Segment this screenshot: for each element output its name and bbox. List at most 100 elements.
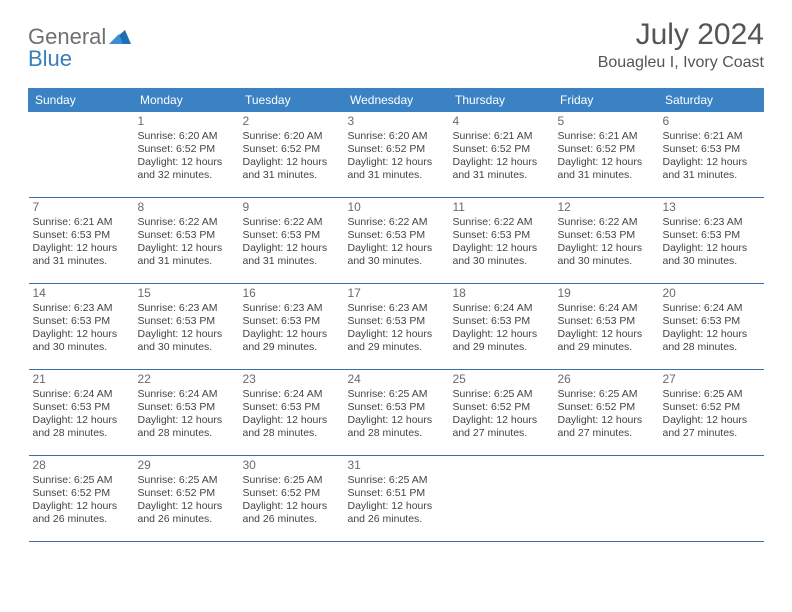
- day-number: 31: [348, 458, 445, 473]
- sunset-text: Sunset: 6:53 PM: [558, 315, 655, 328]
- empty-day-cell: [554, 456, 659, 542]
- day-cell: 2Sunrise: 6:20 AMSunset: 6:52 PMDaylight…: [239, 112, 344, 198]
- sunset-text: Sunset: 6:53 PM: [138, 229, 235, 242]
- empty-day-cell: [449, 456, 554, 542]
- sunrise-text: Sunrise: 6:23 AM: [348, 302, 445, 315]
- sunrise-text: Sunrise: 6:23 AM: [243, 302, 340, 315]
- sunrise-text: Sunrise: 6:22 AM: [348, 216, 445, 229]
- sunrise-text: Sunrise: 6:22 AM: [453, 216, 550, 229]
- day-cell: 5Sunrise: 6:21 AMSunset: 6:52 PMDaylight…: [554, 112, 659, 198]
- daylight-text: and 29 minutes.: [348, 341, 445, 354]
- daylight-text: and 31 minutes.: [243, 255, 340, 268]
- day-number: 2: [243, 114, 340, 129]
- daylight-text: and 29 minutes.: [243, 341, 340, 354]
- daylight-text: Daylight: 12 hours: [348, 156, 445, 169]
- day-number: 15: [138, 286, 235, 301]
- sunrise-text: Sunrise: 6:24 AM: [138, 388, 235, 401]
- sunset-text: Sunset: 6:53 PM: [243, 401, 340, 414]
- sunset-text: Sunset: 6:53 PM: [348, 315, 445, 328]
- daylight-text: Daylight: 12 hours: [243, 328, 340, 341]
- calendar-week-row: 1Sunrise: 6:20 AMSunset: 6:52 PMDaylight…: [29, 112, 764, 198]
- sunset-text: Sunset: 6:52 PM: [348, 143, 445, 156]
- calendar-table: Sunday Monday Tuesday Wednesday Thursday…: [28, 88, 764, 542]
- sunset-text: Sunset: 6:52 PM: [558, 401, 655, 414]
- calendar-body: 1Sunrise: 6:20 AMSunset: 6:52 PMDaylight…: [29, 112, 764, 542]
- daylight-text: and 27 minutes.: [558, 427, 655, 440]
- sunset-text: Sunset: 6:52 PM: [138, 487, 235, 500]
- daylight-text: and 29 minutes.: [453, 341, 550, 354]
- sunrise-text: Sunrise: 6:24 AM: [453, 302, 550, 315]
- daylight-text: Daylight: 12 hours: [348, 500, 445, 513]
- day-cell: 20Sunrise: 6:24 AMSunset: 6:53 PMDayligh…: [659, 284, 764, 370]
- day-cell: 1Sunrise: 6:20 AMSunset: 6:52 PMDaylight…: [134, 112, 239, 198]
- day-number: 11: [453, 200, 550, 215]
- sunrise-text: Sunrise: 6:25 AM: [243, 474, 340, 487]
- daylight-text: and 26 minutes.: [138, 513, 235, 526]
- day-number: 27: [663, 372, 760, 387]
- sunrise-text: Sunrise: 6:20 AM: [138, 130, 235, 143]
- sunrise-text: Sunrise: 6:23 AM: [138, 302, 235, 315]
- daylight-text: Daylight: 12 hours: [33, 500, 130, 513]
- day-cell: 13Sunrise: 6:23 AMSunset: 6:53 PMDayligh…: [659, 198, 764, 284]
- daylight-text: and 32 minutes.: [138, 169, 235, 182]
- day-number: 5: [558, 114, 655, 129]
- sunset-text: Sunset: 6:53 PM: [663, 315, 760, 328]
- daylight-text: Daylight: 12 hours: [453, 328, 550, 341]
- daylight-text: Daylight: 12 hours: [663, 156, 760, 169]
- page-header: GeneralBlue July 2024 Bouagleu I, Ivory …: [28, 18, 764, 76]
- sunrise-text: Sunrise: 6:24 AM: [243, 388, 340, 401]
- daylight-text: and 29 minutes.: [558, 341, 655, 354]
- day-number: 12: [558, 200, 655, 215]
- sunset-text: Sunset: 6:53 PM: [453, 229, 550, 242]
- sunrise-text: Sunrise: 6:25 AM: [453, 388, 550, 401]
- day-cell: 6Sunrise: 6:21 AMSunset: 6:53 PMDaylight…: [659, 112, 764, 198]
- sunset-text: Sunset: 6:51 PM: [348, 487, 445, 500]
- day-cell: 14Sunrise: 6:23 AMSunset: 6:53 PMDayligh…: [29, 284, 134, 370]
- day-cell: 26Sunrise: 6:25 AMSunset: 6:52 PMDayligh…: [554, 370, 659, 456]
- day-number: 7: [33, 200, 130, 215]
- sunrise-text: Sunrise: 6:24 AM: [663, 302, 760, 315]
- sunrise-text: Sunrise: 6:25 AM: [348, 388, 445, 401]
- day-number: 29: [138, 458, 235, 473]
- sunrise-text: Sunrise: 6:20 AM: [243, 130, 340, 143]
- daylight-text: Daylight: 12 hours: [453, 414, 550, 427]
- daylight-text: and 31 minutes.: [138, 255, 235, 268]
- day-cell: 8Sunrise: 6:22 AMSunset: 6:53 PMDaylight…: [134, 198, 239, 284]
- daylight-text: and 26 minutes.: [33, 513, 130, 526]
- title-block: July 2024 Bouagleu I, Ivory Coast: [598, 18, 764, 72]
- sunrise-text: Sunrise: 6:21 AM: [33, 216, 130, 229]
- daylight-text: and 26 minutes.: [243, 513, 340, 526]
- daylight-text: and 31 minutes.: [453, 169, 550, 182]
- sunset-text: Sunset: 6:53 PM: [33, 401, 130, 414]
- sunrise-text: Sunrise: 6:25 AM: [138, 474, 235, 487]
- sunrise-text: Sunrise: 6:25 AM: [663, 388, 760, 401]
- daylight-text: Daylight: 12 hours: [138, 414, 235, 427]
- day-number: 25: [453, 372, 550, 387]
- sunrise-text: Sunrise: 6:25 AM: [33, 474, 130, 487]
- day-number: 28: [33, 458, 130, 473]
- day-number: 16: [243, 286, 340, 301]
- day-number: 30: [243, 458, 340, 473]
- daylight-text: and 31 minutes.: [33, 255, 130, 268]
- sunrise-text: Sunrise: 6:25 AM: [558, 388, 655, 401]
- daylight-text: and 30 minutes.: [453, 255, 550, 268]
- day-cell: 24Sunrise: 6:25 AMSunset: 6:53 PMDayligh…: [344, 370, 449, 456]
- daylight-text: Daylight: 12 hours: [453, 242, 550, 255]
- day-number: 10: [348, 200, 445, 215]
- sunset-text: Sunset: 6:53 PM: [453, 315, 550, 328]
- sunset-text: Sunset: 6:52 PM: [663, 401, 760, 414]
- sunrise-text: Sunrise: 6:24 AM: [558, 302, 655, 315]
- brand-logo-inner: GeneralBlue: [28, 24, 131, 76]
- day-cell: 31Sunrise: 6:25 AMSunset: 6:51 PMDayligh…: [344, 456, 449, 542]
- sunrise-text: Sunrise: 6:23 AM: [663, 216, 760, 229]
- sunset-text: Sunset: 6:53 PM: [663, 143, 760, 156]
- day-number: 24: [348, 372, 445, 387]
- sunrise-text: Sunrise: 6:22 AM: [138, 216, 235, 229]
- daylight-text: Daylight: 12 hours: [558, 414, 655, 427]
- day-number: 8: [138, 200, 235, 215]
- day-number: 23: [243, 372, 340, 387]
- daylight-text: Daylight: 12 hours: [558, 328, 655, 341]
- day-cell: 21Sunrise: 6:24 AMSunset: 6:53 PMDayligh…: [29, 370, 134, 456]
- weekday-header: Friday: [554, 89, 659, 112]
- location-subtitle: Bouagleu I, Ivory Coast: [598, 54, 764, 72]
